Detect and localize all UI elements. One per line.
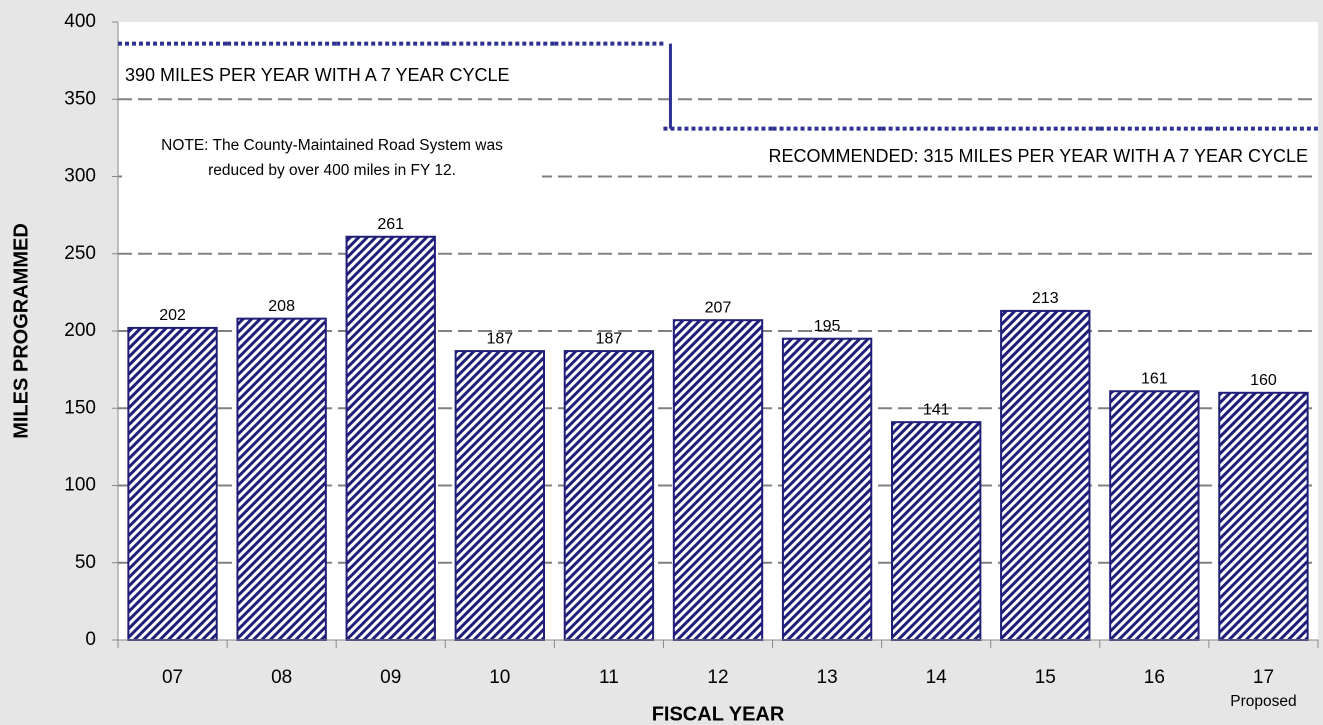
value-label: 207 [705,299,732,316]
x-axis-title: FISCAL YEAR [652,703,785,725]
value-label: 187 [486,330,513,347]
value-label: 141 [923,401,950,418]
x-tick-label: 15 [1035,667,1056,688]
value-label: 261 [377,216,404,233]
y-axis-title: MILES PROGRAMMED [10,223,32,439]
value-label: 160 [1250,372,1277,389]
bar [127,326,218,641]
x-tick-label: 13 [817,667,838,688]
value-label: 208 [268,298,295,315]
bar [672,319,764,641]
value-label: 213 [1032,290,1059,307]
x-tick-sublabel: Proposed [1230,693,1296,710]
value-label: 161 [1141,370,1168,387]
y-tick-label: 50 [75,552,96,573]
y-tick-label: 0 [85,629,96,650]
y-tick-label: 350 [64,88,96,109]
y-tick-label: 100 [64,475,96,496]
bar [1000,309,1091,641]
annotation-box [642,142,1314,172]
value-label: 195 [814,318,841,335]
x-tick-label: 16 [1144,667,1165,688]
x-tick-label: 14 [926,667,948,688]
x-tick-label: 09 [380,667,401,688]
y-tick-label: 200 [64,320,96,341]
x-tick-label: 07 [162,667,183,688]
bar [891,421,982,641]
bar [563,350,655,641]
bar [454,350,545,641]
annotation: 390 MILES PER YEAR WITH A 7 YEAR CYCLE [125,65,510,85]
annotation-box [122,127,542,189]
annotation: reduced by over 400 miles in FY 12. [208,162,456,179]
annotation: RECOMMENDED: 315 MILES PER YEAR WITH A 7… [769,146,1309,166]
annotation: NOTE: The County-Maintained Road System … [161,137,503,154]
bar [1218,391,1309,641]
y-tick-label: 150 [64,397,96,418]
bar [781,337,873,641]
bar [236,317,327,641]
value-label: 187 [596,330,623,347]
x-tick-label: 08 [271,667,292,688]
x-tick-label: 12 [707,667,728,688]
x-tick-label: 10 [489,667,510,688]
x-tick-label: 17 [1253,667,1274,688]
value-label: 202 [159,307,186,324]
y-tick-label: 300 [64,166,96,187]
x-tick-label: 11 [599,667,619,688]
y-tick-label: 400 [64,11,96,32]
y-tick-label: 250 [64,243,96,264]
bar [345,235,436,641]
annotation-box [120,62,540,90]
bar [1109,390,1200,641]
